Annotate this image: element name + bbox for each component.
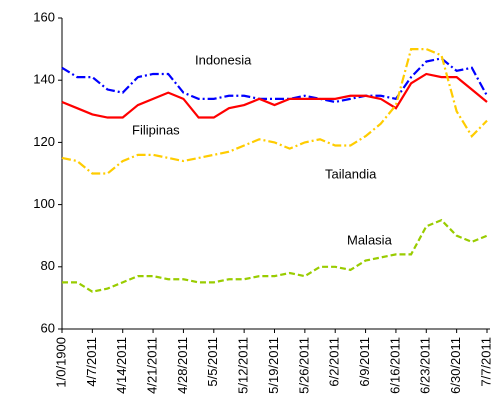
series-label: Malasia [347,232,393,247]
x-tick-label: 6/30/2011 [448,337,463,394]
x-tick-label: 6/16/2011 [387,337,402,394]
x-tick-label: 4/28/2011 [175,337,190,394]
x-tick-label: 6/9/2011 [357,337,372,387]
y-tick-label: 100 [33,196,55,211]
y-tick-label: 160 [33,9,55,24]
x-tick-label: 5/5/2011 [205,337,220,387]
series-line [62,218,488,293]
series-line [61,48,488,175]
x-tick-label: 6/23/2011 [418,337,433,394]
series-line [61,72,488,119]
x-tick-label: 5/26/2011 [296,337,311,394]
series-label: Indonesia [195,52,252,67]
y-tick-label: 140 [33,72,55,87]
x-tick-label: 5/19/2011 [266,337,281,394]
series-line [61,57,488,104]
x-tick-label: 4/14/2011 [114,337,129,394]
x-tick-label: 7/7/2011 [478,337,493,387]
series-label: Filipinas [132,122,180,137]
y-tick-label: 60 [41,320,55,335]
x-tick-label: 4/7/2011 [84,337,99,387]
x-tick-label: 5/12/2011 [236,337,251,394]
x-tick-label: 4/21/2011 [145,337,160,394]
y-tick-label: 120 [33,134,55,149]
series-label: Tailandia [325,166,377,181]
y-tick-label: 80 [41,258,55,273]
x-tick-label: 6/2/2011 [327,337,342,387]
x-tick-label: 1/0/1900 [53,337,68,388]
